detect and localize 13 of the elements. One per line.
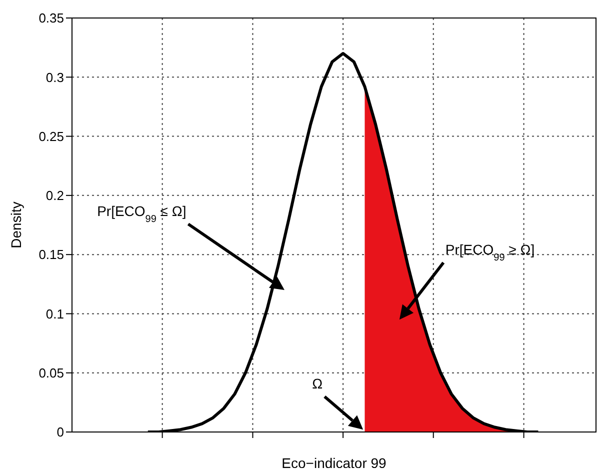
annotation: Pr[ECO$_{99}$ ≤ Ω] [97,203,186,225]
y-tick-label: 0.35 [38,10,64,26]
y-tick-label: 0.3 [46,70,64,85]
y-tick-label: 0.2 [46,188,64,204]
y-tick-label: 0.05 [38,365,64,380]
y-tick-label: 0.15 [38,247,64,262]
y-axis-title: Density [8,202,24,248]
y-tick-label: 0.1 [46,306,64,322]
annotation: Pr[ECO$_{99}$ ≥ Ω] [445,242,535,264]
y-tick-label: 0 [56,424,64,440]
annotation: Ω [312,376,323,392]
y-tick-label: 0.25 [38,128,64,144]
x-axis-title: Eco−indicator 99 [282,455,387,471]
